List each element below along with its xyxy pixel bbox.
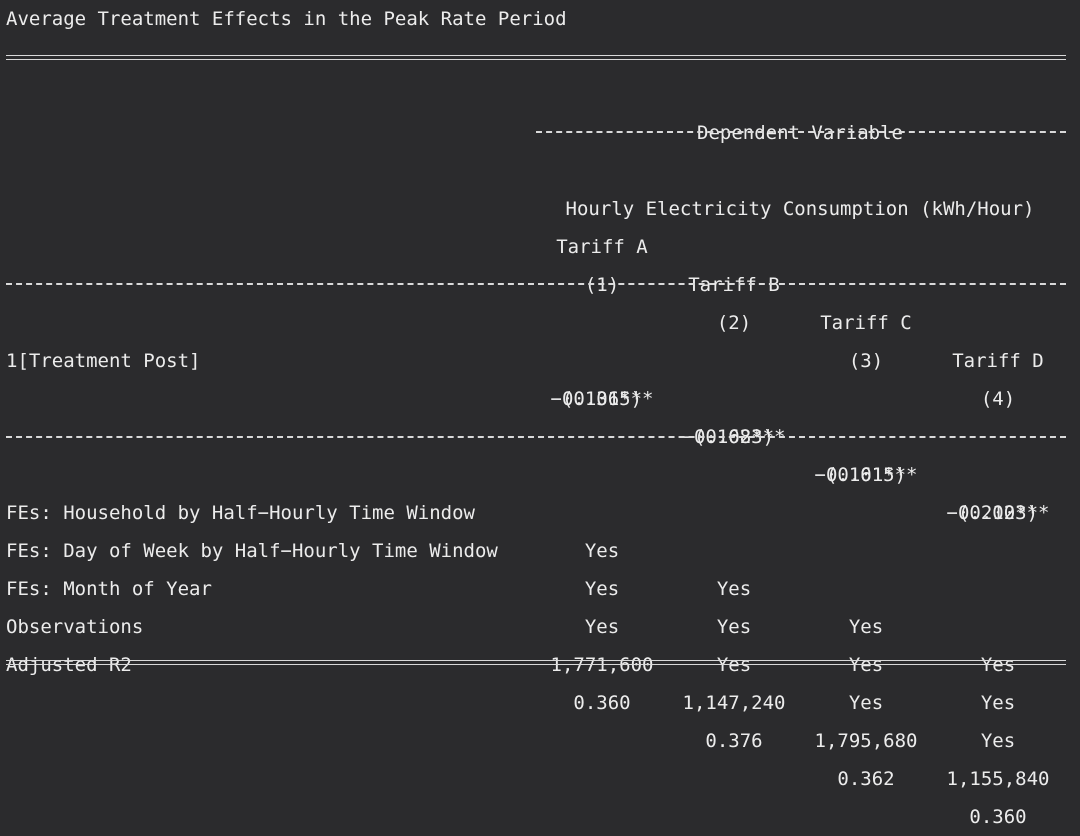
stat-value: 0.376 [705,730,763,752]
coefficient-name: 1[Treatment Post] [6,350,201,372]
stat-value: 0.362 [837,768,895,790]
stat-value: Yes [584,540,620,562]
stat-value: Yes [584,616,620,638]
column-number: (1) [584,274,620,296]
coefficient-row: 1[Treatment Post] −0.136*** −0.168*** −0… [0,304,1080,524]
dv-name-label: Hourly Electricity Consumption (kWh/Hour… [565,198,1035,220]
column-header: Tariff B [688,274,780,296]
coefficient-estimate: −0.161*** [814,464,918,486]
stat-value: Yes [716,616,752,638]
stat-value: 1,795,680 [814,730,918,752]
bottom-double-rule [6,660,1066,665]
stat-value: 1,155,840 [946,768,1050,790]
header-columns-row: Tariff A Tariff B Tariff C Tariff D [0,190,1080,372]
stat-row: FEs: Month of Year Yes Yes Yes Yes [0,532,1080,752]
stat-value: 1,771,600 [550,654,654,676]
column-number: (2) [716,312,752,334]
top-double-rule [6,55,1066,60]
stat-value: 0.360 [573,692,631,714]
coefficients-bottom-rule [6,436,1066,438]
stat-row: Adjusted R2 0.360 0.376 0.362 0.360 [0,608,1080,828]
column-header: Tariff D [952,350,1044,372]
header-dv-name-row: Hourly Electricity Consumption (kWh/Hour… [0,152,1080,220]
standard-error: (0.023) [957,502,1039,524]
stat-value: Yes [716,654,752,676]
stat-value: 1,147,240 [682,692,786,714]
stat-row: Observations 1,771,600 1,147,240 1,795,6… [0,570,1080,790]
stat-value: Yes [980,654,1016,676]
table-title: Average Treatment Effects in the Peak Ra… [6,8,567,30]
standard-error: (0.015) [825,464,907,486]
stat-value: Yes [848,616,884,638]
stat-value: Yes [584,578,620,600]
stat-label: FEs: Day of Week by Half−Hourly Time Win… [6,540,498,562]
dependent-variable-label: Dependent Variable [697,122,903,144]
column-header: Tariff A [556,236,648,258]
stat-row: FEs: Household by Half−Hourly Time Windo… [0,456,1080,676]
stat-row: FEs: Day of Week by Half−Hourly Time Win… [0,494,1080,714]
header-bottom-rule [6,283,1066,285]
dependent-variable-underline [536,131,1066,133]
stat-label: Adjusted R2 [6,654,132,676]
stat-value: Yes [980,730,1016,752]
header-numbers-row: (1) (2) (3) (4) [0,228,1080,410]
coefficient-estimate: −0.210*** [946,502,1050,524]
standard-error-row: (0.015) (0.023) (0.015) (0.023) [0,342,1080,524]
coefficient-estimate: −0.136*** [550,388,654,410]
column-header: Tariff C [820,312,912,334]
stat-value: 0.360 [969,806,1027,828]
column-number: (3) [848,350,884,372]
header-dependent-row: Dependent Variable [0,76,1080,144]
stat-label: FEs: Month of Year [6,578,212,600]
standard-error: (0.015) [561,388,643,410]
column-number: (4) [980,388,1016,410]
stat-value: Yes [848,692,884,714]
stat-label: FEs: Household by Half−Hourly Time Windo… [6,502,475,524]
stat-label: Observations [6,616,144,638]
stat-value: Yes [980,692,1016,714]
stat-value: Yes [848,654,884,676]
stat-value: Yes [716,578,752,600]
